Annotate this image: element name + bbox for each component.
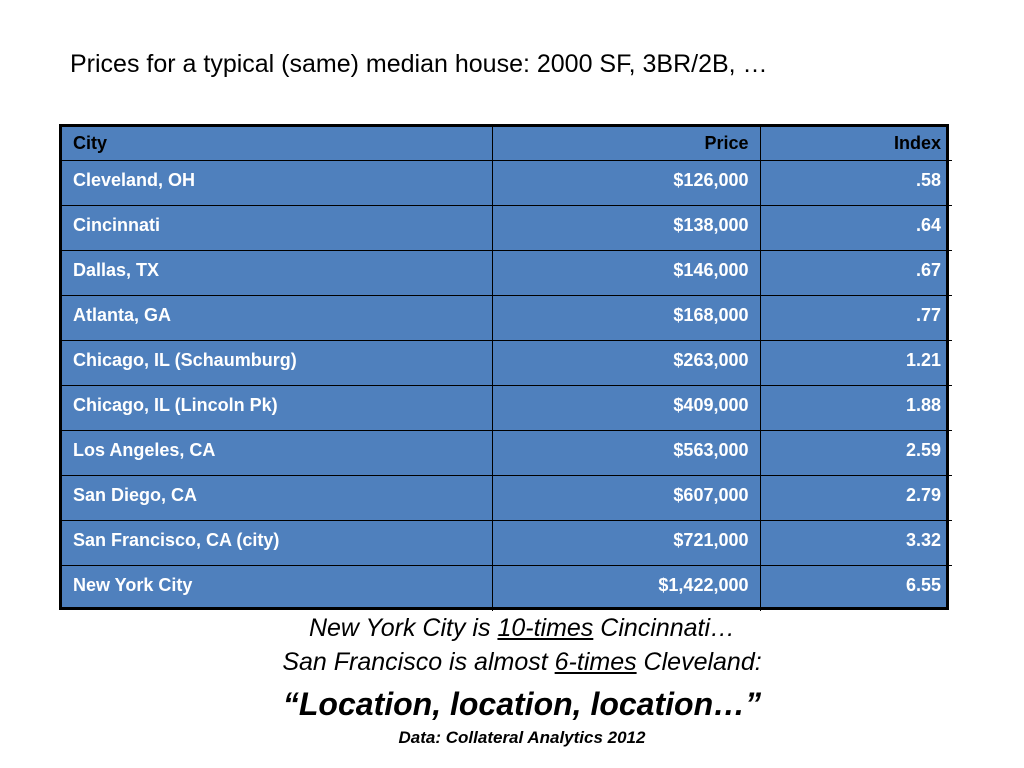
tagline: “Location, location, location…”	[282, 686, 762, 722]
cell-price: $126,000	[491, 160, 761, 206]
note-text: Cleveland:	[636, 648, 762, 676]
comparison-note-sf: San Francisco is almost 6-times Clevelan…	[0, 648, 1024, 677]
table-row: San Francisco, CA (city) $721,000 3.32	[62, 520, 952, 566]
table-row: Cincinnati $138,000 .64	[62, 205, 952, 251]
cell-price: $138,000	[491, 205, 761, 251]
cell-price: $168,000	[491, 295, 761, 341]
note-text: New York City is	[308, 614, 498, 642]
cell-index: .64	[759, 205, 952, 251]
note-emphasis: 6-times	[554, 648, 637, 676]
table-row: Chicago, IL (Schaumburg) $263,000 1.21	[62, 340, 952, 386]
comparison-note-nyc: New York City is 10-times Cincinnati…	[10, 614, 1024, 643]
cell-price: $146,000	[491, 250, 761, 296]
table-row: San Diego, CA $607,000 2.79	[62, 475, 952, 521]
note-text: San Francisco is almost	[282, 648, 555, 676]
cell-index: .58	[759, 160, 952, 206]
cell-price: $607,000	[491, 475, 761, 521]
cell-city: Los Angeles, CA	[62, 430, 493, 476]
note-emphasis: 10-times	[497, 614, 594, 642]
cell-price: $263,000	[491, 340, 761, 386]
header-price: Price	[491, 127, 761, 161]
price-table: City Price Index Cleveland, OH $126,000 …	[62, 127, 952, 611]
table-row: Cleveland, OH $126,000 .58	[62, 160, 952, 206]
cell-index: 6.55	[759, 565, 952, 611]
table-row: Dallas, TX $146,000 .67	[62, 250, 952, 296]
cell-city: Cleveland, OH	[62, 160, 493, 206]
cell-price: $721,000	[491, 520, 761, 566]
cell-price: $409,000	[491, 385, 761, 431]
cell-city: New York City	[62, 565, 493, 611]
cell-index: 3.32	[759, 520, 952, 566]
cell-city: San Diego, CA	[62, 475, 493, 521]
header-city: City	[62, 127, 493, 161]
cell-index: .67	[759, 250, 952, 296]
cell-index: 1.21	[759, 340, 952, 386]
table-row: Atlanta, GA $168,000 .77	[62, 295, 952, 341]
cell-price: $563,000	[491, 430, 761, 476]
cell-city: Cincinnati	[62, 205, 493, 251]
cell-price: $1,422,000	[491, 565, 761, 611]
cell-index: 1.88	[759, 385, 952, 431]
cell-city: Dallas, TX	[62, 250, 493, 296]
data-source: Data: Collateral Analytics 2012	[398, 728, 646, 747]
table-row: Los Angeles, CA $563,000 2.59	[62, 430, 952, 476]
cell-city: San Francisco, CA (city)	[62, 520, 493, 566]
table-row: New York City $1,422,000 6.55	[62, 565, 952, 611]
table-header-row: City Price Index	[62, 127, 952, 161]
table-row: Chicago, IL (Lincoln Pk) $409,000 1.88	[62, 385, 952, 431]
cell-index: 2.59	[759, 430, 952, 476]
slide-title: Prices for a typical (same) median house…	[70, 50, 768, 78]
cell-index: .77	[759, 295, 952, 341]
header-index: Index	[759, 127, 952, 161]
cell-city: Chicago, IL (Schaumburg)	[62, 340, 493, 386]
price-table-container: City Price Index Cleveland, OH $126,000 …	[59, 124, 952, 611]
cell-index: 2.79	[759, 475, 952, 521]
cell-city: Chicago, IL (Lincoln Pk)	[62, 385, 493, 431]
cell-city: Atlanta, GA	[62, 295, 493, 341]
note-text: Cincinnati…	[593, 614, 736, 642]
